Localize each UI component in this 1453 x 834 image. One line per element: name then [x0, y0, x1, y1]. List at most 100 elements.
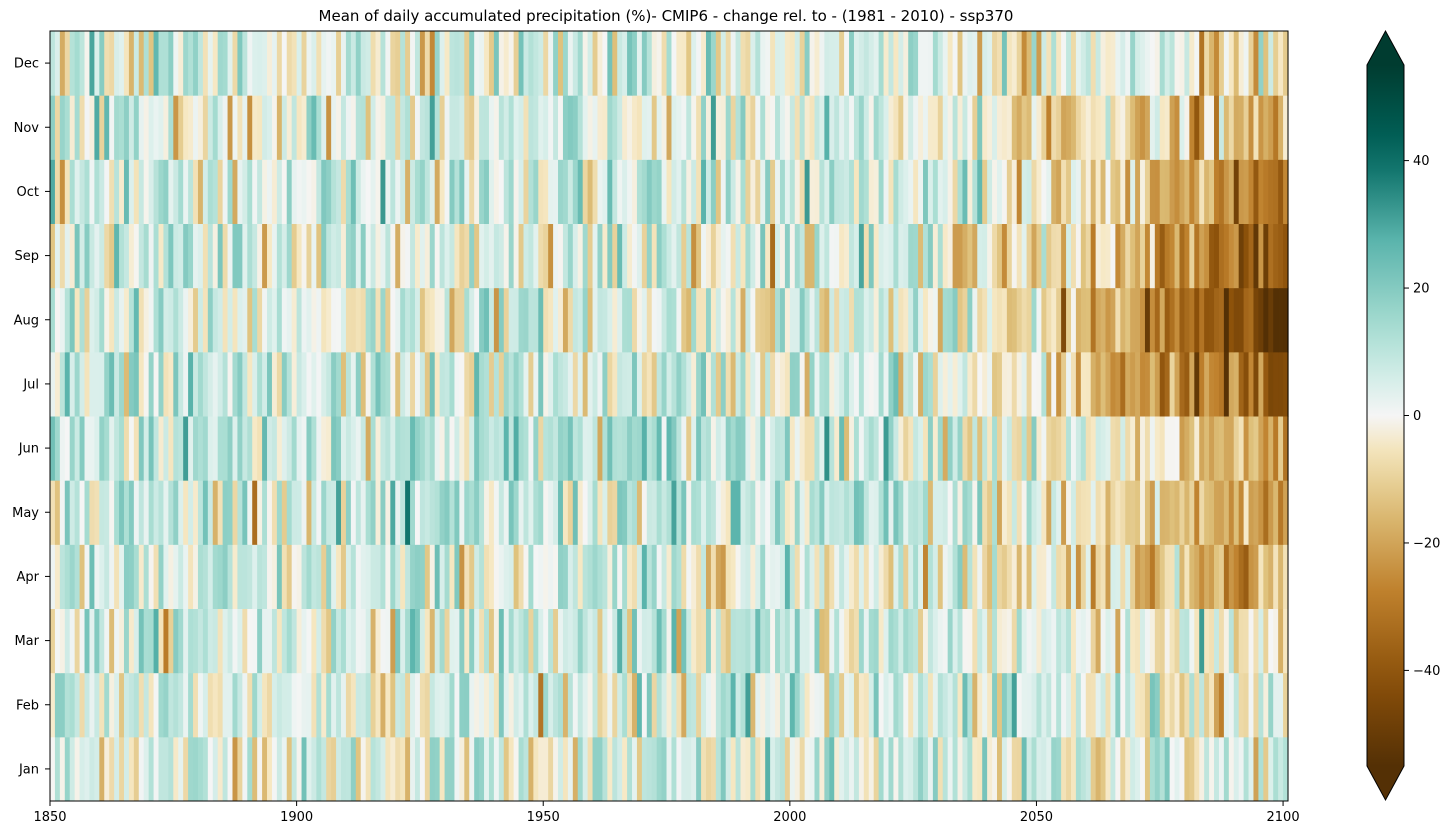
heatmap-cell — [69, 736, 76, 802]
heatmap-cell — [498, 736, 505, 802]
heatmap-cell — [997, 95, 1003, 160]
heatmap-cell — [617, 416, 623, 481]
heatmap-cell — [168, 480, 174, 545]
heatmap-cell — [1238, 159, 1245, 224]
heatmap-cell — [888, 287, 895, 353]
heatmap-cell — [1228, 223, 1235, 289]
heatmap-cell — [1194, 672, 1200, 738]
heatmap-cell — [69, 159, 76, 224]
heatmap-cell — [952, 736, 959, 802]
heatmap-cell — [898, 672, 904, 738]
heatmap-cell — [94, 480, 100, 545]
heatmap-cell — [508, 736, 515, 802]
heatmap-cell — [370, 223, 377, 289]
heatmap-cell — [454, 287, 460, 353]
heatmap-cell — [533, 672, 539, 738]
heatmap-cell — [143, 287, 150, 353]
heatmap-cell — [1011, 544, 1018, 609]
heatmap-cell — [577, 223, 584, 289]
heatmap-cell — [765, 544, 771, 609]
heatmap-cell — [109, 287, 115, 353]
heatmap-cell — [1016, 608, 1023, 674]
heatmap-cell — [74, 416, 81, 481]
heatmap-cell — [1100, 608, 1107, 674]
heatmap-cell — [686, 672, 692, 738]
heatmap-cell — [750, 416, 756, 481]
heatmap-cell — [1135, 544, 1141, 609]
heatmap-cell — [622, 416, 628, 481]
heatmap-cell — [133, 223, 140, 289]
heatmap-cell — [69, 544, 76, 609]
heatmap-cell — [962, 480, 968, 545]
heatmap-cell — [962, 608, 968, 674]
heatmap-cell — [937, 31, 944, 96]
heatmap-cell — [242, 672, 248, 738]
heatmap-cell — [681, 31, 687, 96]
heatmap-cell — [1233, 159, 1240, 224]
heatmap-cell — [252, 416, 258, 481]
heatmap-cell — [331, 416, 337, 481]
heatmap-cell — [153, 544, 160, 609]
heatmap-cell — [1243, 608, 1250, 674]
heatmap-cell — [217, 95, 224, 160]
heatmap-cell — [1070, 159, 1077, 224]
heatmap-cell — [858, 351, 865, 417]
heatmap-cell — [577, 544, 584, 609]
heatmap-cell — [1268, 287, 1274, 353]
heatmap-cell — [903, 223, 909, 289]
heatmap-cell — [503, 223, 510, 289]
heatmap-cell — [267, 480, 273, 545]
heatmap-cell — [405, 480, 411, 545]
heatmap-cell — [883, 480, 890, 545]
heatmap-cell — [666, 159, 673, 224]
heatmap-cell — [1223, 223, 1230, 289]
heatmap-cell — [1149, 223, 1156, 289]
heatmap-cell — [1184, 480, 1190, 545]
heatmap-cell — [1199, 351, 1205, 417]
heatmap-cell — [932, 544, 939, 609]
heatmap-cell — [484, 608, 490, 674]
heatmap-cell — [893, 351, 899, 417]
heatmap-cell — [636, 480, 643, 545]
heatmap-cell — [1268, 223, 1274, 289]
heatmap-cell — [484, 223, 490, 289]
heatmap-cell — [1006, 95, 1013, 160]
heatmap-cell — [123, 351, 130, 417]
heatmap-cell — [632, 31, 638, 96]
heatmap-cell — [1204, 672, 1210, 738]
heatmap-cell — [188, 544, 194, 609]
heatmap-cell — [1238, 287, 1245, 353]
heatmap-cell — [1154, 480, 1161, 545]
heatmap-cell — [735, 287, 742, 353]
heatmap-cell — [602, 672, 608, 738]
heatmap-cell — [602, 159, 608, 224]
heatmap-cell — [488, 416, 495, 481]
heatmap-cell — [212, 351, 219, 417]
heatmap-cell — [977, 351, 983, 417]
heatmap-cell — [296, 351, 303, 417]
heatmap-cell — [617, 480, 623, 545]
heatmap-cell — [770, 544, 776, 609]
heatmap-cell — [814, 351, 821, 417]
heatmap-cell — [360, 544, 367, 609]
heatmap-cell — [143, 31, 150, 96]
heatmap-cell — [429, 351, 436, 417]
heatmap-cell — [691, 351, 697, 417]
heatmap-cell — [523, 736, 530, 802]
heatmap-cell — [148, 544, 155, 609]
heatmap-cell — [513, 31, 520, 96]
heatmap-cell — [414, 159, 421, 224]
heatmap-cell — [523, 351, 530, 417]
heatmap-cell — [814, 95, 821, 160]
heatmap-cell — [913, 95, 919, 160]
heatmap-cell — [212, 672, 219, 738]
heatmap-cell — [1001, 287, 1008, 353]
heatmap-cell — [1041, 672, 1047, 738]
heatmap-cell — [868, 416, 875, 481]
heatmap-cell — [1154, 416, 1161, 481]
heatmap-cell — [656, 287, 663, 353]
heatmap-cell — [987, 31, 993, 96]
heatmap-cell — [701, 544, 707, 609]
heatmap-cell — [350, 608, 357, 674]
heatmap-cell — [503, 736, 510, 802]
